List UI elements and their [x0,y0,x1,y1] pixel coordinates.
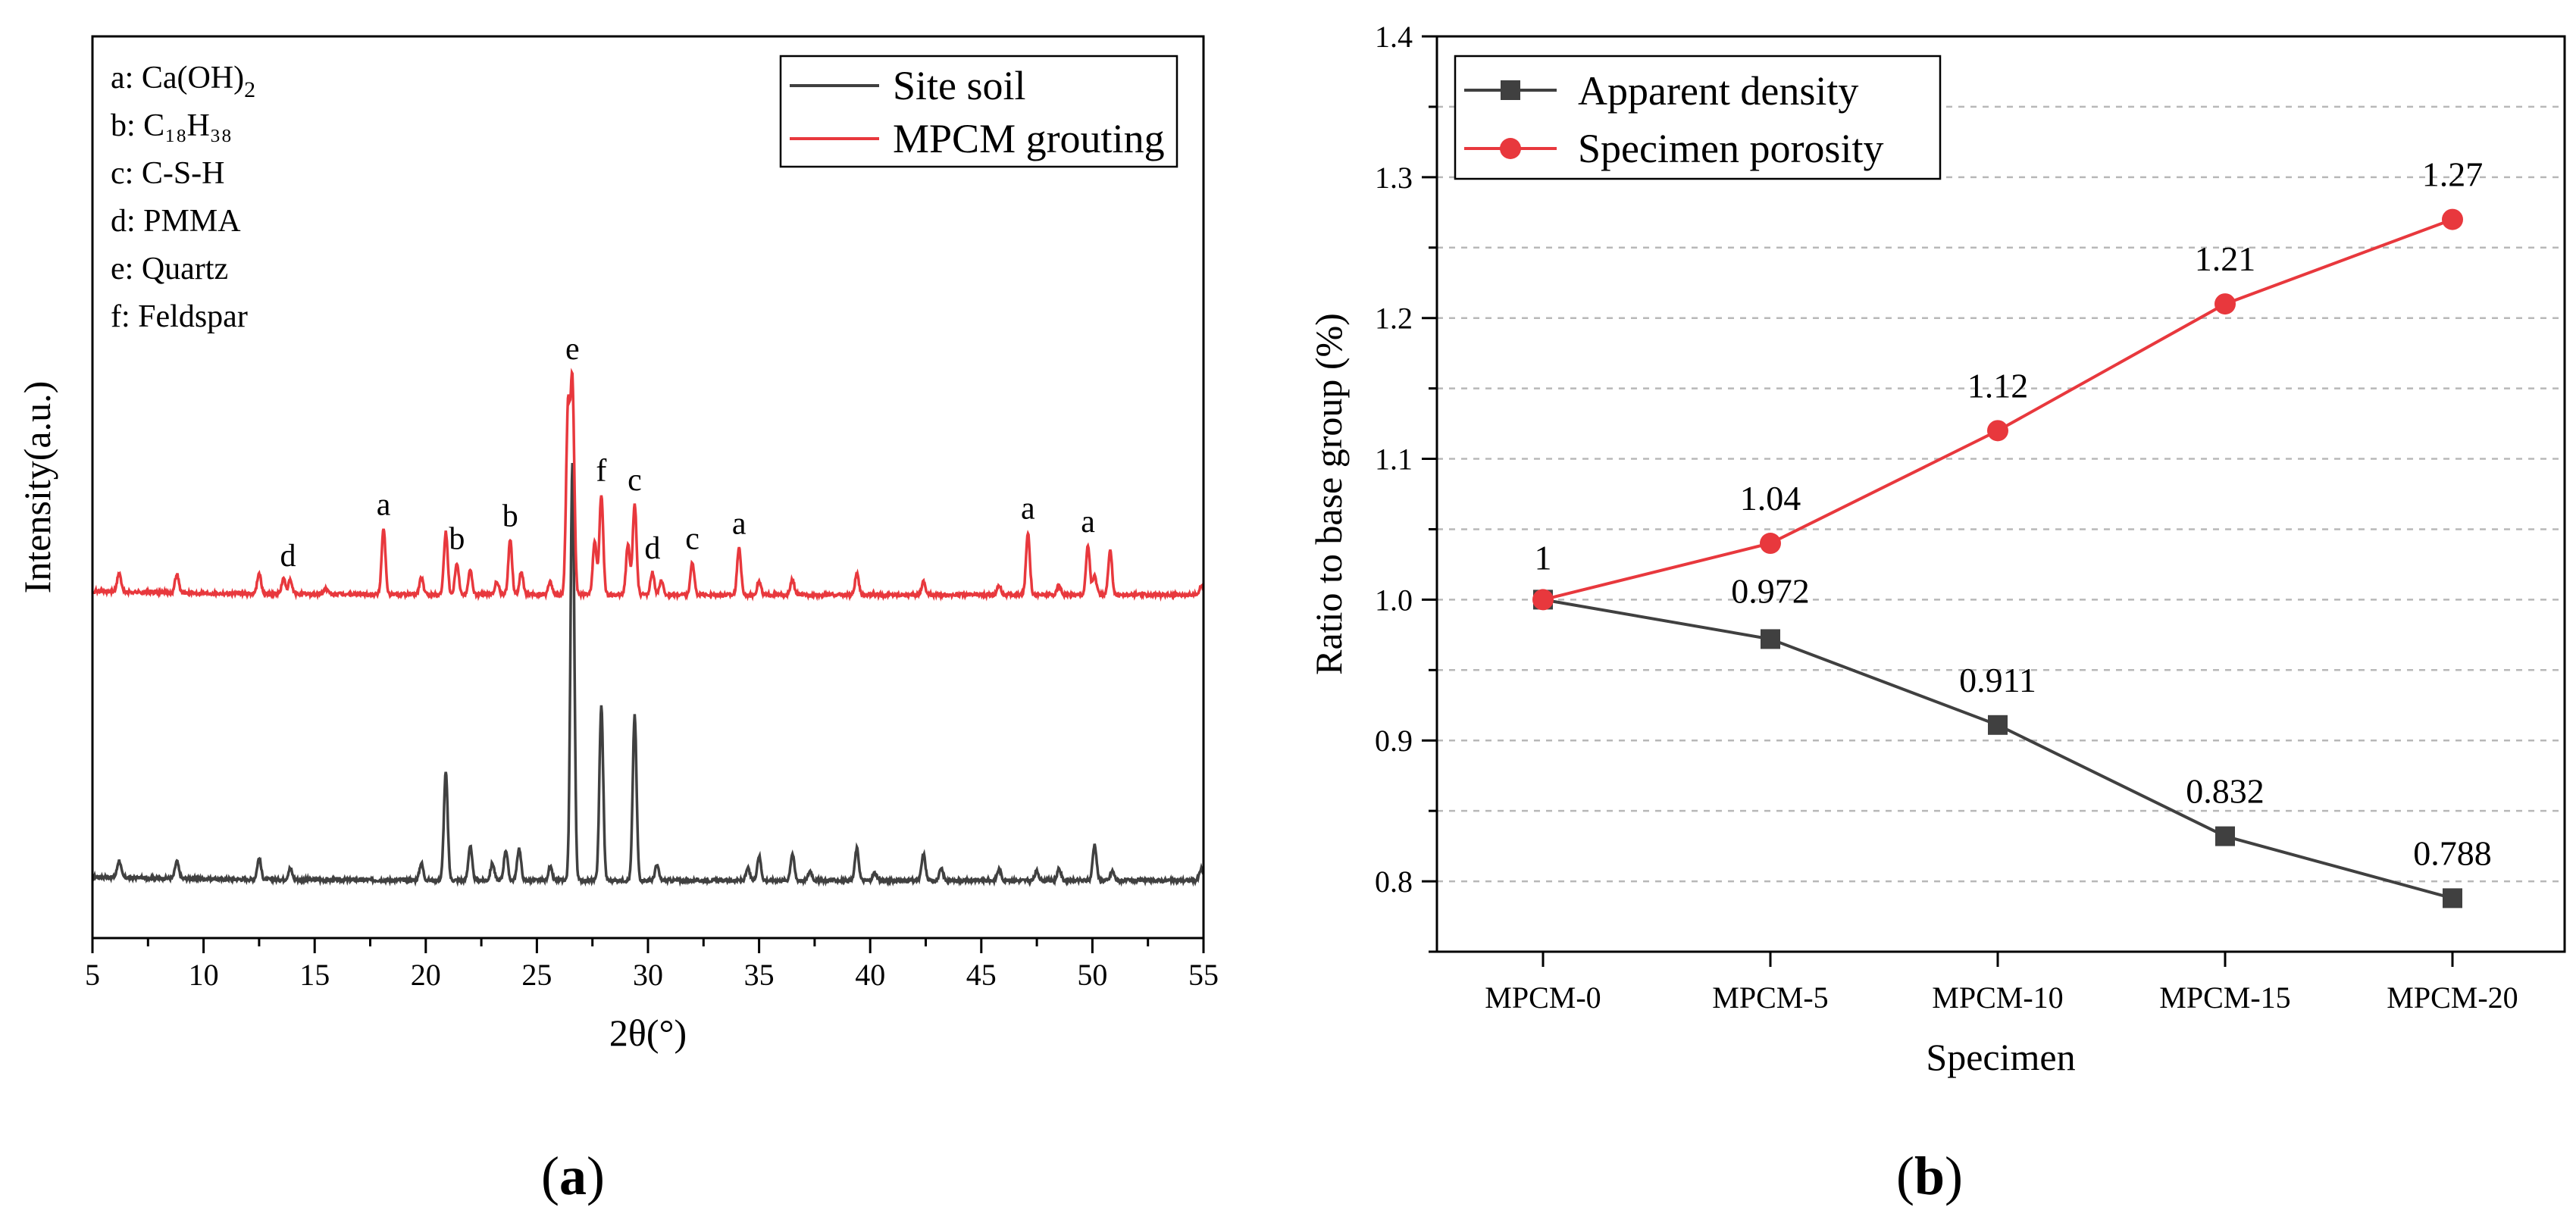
xrd-x-tick-label: 5 [85,958,100,992]
peak-label: c [685,522,700,557]
apparent-density-data-label: 0.832 [2186,772,2265,811]
xrd-plot-frame [91,35,1205,940]
peak-label: e [565,332,580,367]
apparent-density-line [1542,598,2453,900]
apparent-density-marker [1761,629,1780,649]
xrd-x-tick-label: 45 [966,958,997,992]
peak-label: d [280,539,296,574]
ratio-series: 0.972 0.911 0.832 0.788 1 1.04 1.12 1.21 1.27 [1532,155,2492,909]
ratio-y-axis: 0.8 0.9 1.0 1.1 1.2 1.3 1.4 [1375,20,1437,953]
legend-label-mpcm: MPCM grouting [893,116,1165,161]
phase-key-entry: d: PMMA [111,204,241,239]
xrd-y-axis-title: Intensity(a.u.) [16,381,58,593]
phase-key: a: Ca(OH)2 b: C₁₈H₃₈ c: C-S-H d: PMMA e:… [111,61,255,334]
phase-key-entry: f: Feldspar [111,299,248,334]
specimen-porosity-marker [1532,589,1554,611]
peak-label: b [502,499,518,534]
ratio-x-tick-label: MPCM-20 [2387,980,2518,1015]
xrd-x-tick-label: 55 [1188,958,1219,992]
xrd-x-tick-label: 50 [1077,958,1107,992]
peak-label: d [644,531,660,566]
xrd-x-tick-label: 20 [411,958,441,992]
ratio-y-tick-label: 1.4 [1375,20,1413,54]
specimen-porosity-marker [2442,208,2463,230]
ratio-y-tick-label: 1.1 [1375,443,1413,477]
panel-label-a: (a) [541,1146,605,1206]
legend-marker-apparent-density [1501,80,1520,100]
apparent-density-data-label: 0.788 [2413,833,2492,872]
legend-marker-specimen-porosity [1500,138,1521,159]
peak-label: f [596,453,606,488]
ratio-x-axis: MPCM-0 MPCM-5 MPCM-10 MPCM-15 MPCM-20 [1485,952,2518,1015]
legend-label-specimen-porosity: Specimen porosity [1578,126,1883,171]
apparent-density-data-label: 0.911 [1959,661,2036,699]
peak-label: c [628,463,642,498]
xrd-chart: 5 10 15 20 25 30 35 40 45 50 55 2θ(°) Intensity(a.… [16,35,1219,1054]
ratio-plot-frame [1435,35,2566,953]
ratio-x-axis-title: Specimen [1926,1036,2075,1078]
xrd-x-axis: 5 10 15 20 25 30 35 40 45 50 55 [85,938,1219,992]
peak-label: a [1081,505,1095,540]
specimen-porosity-data-label: 1.12 [1967,366,2029,405]
mpcm-grouting-pattern [92,367,1205,602]
phase-key-entry: b: C₁₈H₃₈ [111,108,232,143]
xrd-x-axis-title: 2θ(°) [609,1012,687,1054]
ratio-y-axis-title: Ratio to base group (%) [1307,313,1350,675]
peak-label: a [732,507,747,542]
ratio-y-tick-label: 1.2 [1375,302,1413,336]
ratio-y-tick-label: 0.9 [1375,724,1413,758]
xrd-x-tick-label: 30 [633,958,663,992]
phase-key-entry: e: Quartz [111,252,228,286]
specimen-porosity-marker [2214,293,2236,315]
phase-key-entry: a: Ca(OH)2 [111,61,255,102]
legend-label-site-soil: Site soil [893,63,1026,108]
ratio-y-tick-label: 0.8 [1375,865,1413,899]
phase-key-entry: c: C-S-H [111,156,225,191]
ratio-x-tick-label: MPCM-5 [1712,980,1828,1015]
ratio-legend: Apparent density Specimen porosity [1454,55,1942,180]
site-soil-pattern [91,462,1205,888]
ratio-chart: 0.8 0.9 1.0 1.1 1.2 1.3 1.4 MPCM-0 MPCM-5 MPCM-1… [1307,20,2566,1078]
xrd-x-tick-label: 35 [744,958,775,992]
peak-label: a [1021,492,1035,527]
specimen-porosity-marker [1760,533,1781,555]
ratio-legend-box [1454,55,1942,180]
ratio-y-tick-label: 1.3 [1375,161,1413,195]
peak-label: b [449,522,465,557]
apparent-density-marker [1988,715,2008,735]
xrd-x-tick-label: 15 [299,958,330,992]
xrd-x-tick-label: 10 [189,958,219,992]
ratio-x-tick-label: MPCM-10 [1932,980,2063,1015]
specimen-porosity-data-label: 1.21 [2195,239,2256,278]
ratio-gridlines [1437,105,2565,883]
xrd-x-tick-label: 40 [855,958,885,992]
apparent-density-data-label: 0.972 [1731,571,1810,610]
specimen-porosity-data-label: 1.04 [1740,479,1801,518]
specimen-porosity-marker [1987,420,2008,442]
xrd-x-tick-label: 25 [521,958,552,992]
specimen-porosity-data-label: 1 [1535,538,1552,577]
apparent-density-marker [2215,826,2235,846]
specimen-porosity-line [1542,217,2453,602]
peak-label: a [377,488,391,523]
ratio-x-tick-label: MPCM-15 [2159,980,2290,1015]
specimen-porosity-data-label: 1.27 [2422,155,2484,194]
xrd-legend-box [779,55,1178,168]
ratio-x-tick-label: MPCM-0 [1485,980,1601,1015]
ratio-y-tick-label: 1.0 [1375,583,1413,617]
apparent-density-marker [2443,888,2462,909]
xrd-legend: Site soil MPCM grouting [779,55,1178,168]
legend-label-apparent-density: Apparent density [1578,68,1858,114]
panel-label-b: (b) [1896,1146,1963,1206]
